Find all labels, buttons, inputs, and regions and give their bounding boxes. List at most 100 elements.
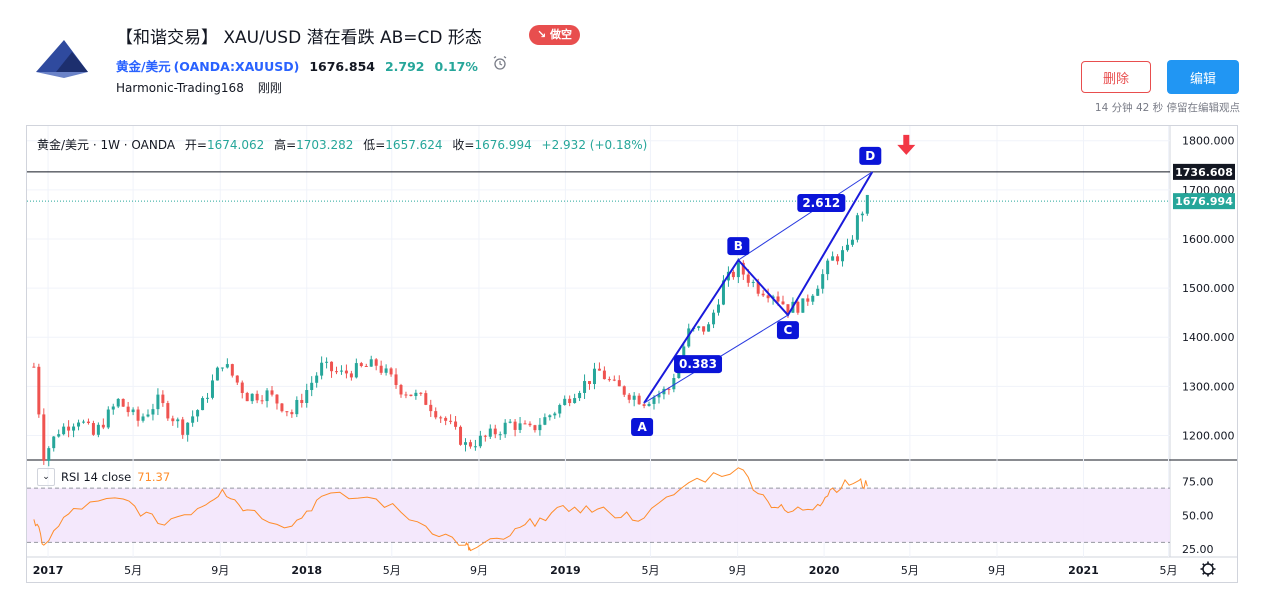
candle <box>647 401 651 407</box>
high-value: 1703.282 <box>296 138 354 152</box>
candle <box>404 391 408 399</box>
ratio-cd-label: 2.612 <box>797 193 846 212</box>
price-tag-last-text: 1676.994 <box>1175 195 1233 208</box>
point-b-label: B <box>727 237 750 256</box>
candle <box>483 434 487 442</box>
symbol-name-link[interactable]: 黄金/美元 <box>116 59 171 74</box>
candle <box>592 362 596 390</box>
candle-body <box>424 393 428 405</box>
candle-body <box>136 409 140 421</box>
candle <box>850 235 854 247</box>
candle <box>538 418 542 436</box>
rsi-label[interactable]: RSI 14 close <box>61 470 132 484</box>
candle-body <box>617 380 621 387</box>
candle-body <box>568 398 572 404</box>
candle <box>845 238 849 252</box>
candle-body <box>270 390 274 395</box>
candle <box>32 362 36 368</box>
candle-body <box>161 394 165 404</box>
candle-body <box>657 394 661 398</box>
candle-body <box>736 262 740 278</box>
author-name[interactable]: Harmonic-Trading168 <box>116 81 244 95</box>
candle <box>781 295 785 305</box>
chevron-down-icon[interactable]: ⌄ <box>37 468 55 486</box>
close-label: 收= <box>452 138 475 152</box>
candle-body <box>697 326 701 328</box>
candle <box>563 395 567 406</box>
candle-body <box>57 434 61 437</box>
candle-body <box>811 295 815 302</box>
candle <box>210 374 214 400</box>
delete-button[interactable]: 删除 <box>1081 61 1151 93</box>
legend-symbol[interactable]: 黄金/美元 · 1W · OANDA <box>37 138 176 152</box>
candle <box>106 406 110 430</box>
candle-body <box>171 418 175 422</box>
candle-body <box>533 425 537 431</box>
candle-body <box>622 386 626 395</box>
candle <box>156 388 160 416</box>
candle-body <box>320 362 324 376</box>
candle <box>270 386 274 397</box>
candle <box>225 358 229 369</box>
candle <box>468 439 472 449</box>
candle-body <box>781 301 785 305</box>
candle <box>399 383 403 398</box>
time-tick-label: 2019 <box>550 564 581 577</box>
candle-body <box>409 394 413 397</box>
candle <box>354 358 358 379</box>
candle-body <box>230 364 234 376</box>
candle <box>836 254 840 265</box>
candle-body <box>583 381 587 393</box>
point-b-label-text: B <box>734 239 743 253</box>
rsi-line <box>33 467 868 552</box>
gear-icon[interactable] <box>1200 561 1216 577</box>
rsi-tick-label: 75.00 <box>1182 475 1214 488</box>
candle-body <box>717 304 721 313</box>
close-value: 1676.994 <box>474 138 532 152</box>
chart-canvas[interactable]: 1800.0001700.0001600.0001500.0001400.000… <box>27 126 1237 582</box>
chart-panel[interactable]: 1800.000 1700.000 1600.000 1500.000 1400.000… <box>26 125 1238 583</box>
candle <box>320 356 324 380</box>
candle <box>617 375 621 387</box>
candle-body <box>483 435 487 437</box>
candle <box>255 390 259 404</box>
candle <box>364 363 368 367</box>
point-c-label: C <box>776 321 799 340</box>
candle-body <box>672 378 676 390</box>
ratio-bc-label: 0.383 <box>674 355 723 374</box>
candle <box>602 366 606 380</box>
candle-body <box>493 428 497 435</box>
candle-body <box>444 417 448 421</box>
candle <box>632 392 636 407</box>
candle <box>52 436 56 452</box>
candle <box>37 363 41 418</box>
candle-body <box>518 423 522 430</box>
alarm-clock-icon[interactable] <box>492 56 508 74</box>
candle-body <box>528 423 532 426</box>
candle-body <box>612 379 616 381</box>
point-d-label-bg <box>859 146 882 165</box>
symbol-ticker-link[interactable]: (OANDA:XAUUSD) <box>173 59 300 74</box>
candle-body <box>488 428 492 437</box>
candle-body <box>667 388 671 390</box>
candle-body <box>707 324 711 332</box>
candle-body <box>637 395 641 405</box>
change-value: +2.932 (+0.18%) <box>541 138 648 152</box>
candle <box>310 376 314 397</box>
edit-button[interactable]: 编辑 <box>1167 60 1239 94</box>
symbol-row: 黄金/美元 (OANDA:XAUUSD) 1676.854 2.792 0.17% <box>116 55 508 75</box>
candle-body <box>131 409 135 413</box>
candle <box>116 398 120 409</box>
candle <box>652 395 656 410</box>
candle-body <box>146 414 150 417</box>
candle <box>434 407 438 420</box>
candle <box>290 409 294 418</box>
candle <box>374 358 378 371</box>
edit-time-note: 14 分钟 42 秒 停留在编辑观点 <box>1094 102 1240 114</box>
candle-body <box>369 359 373 367</box>
candle <box>72 423 76 438</box>
candle-body <box>434 411 438 418</box>
candle-body <box>196 410 200 417</box>
candle-body <box>384 368 388 373</box>
candle-body <box>776 296 780 302</box>
